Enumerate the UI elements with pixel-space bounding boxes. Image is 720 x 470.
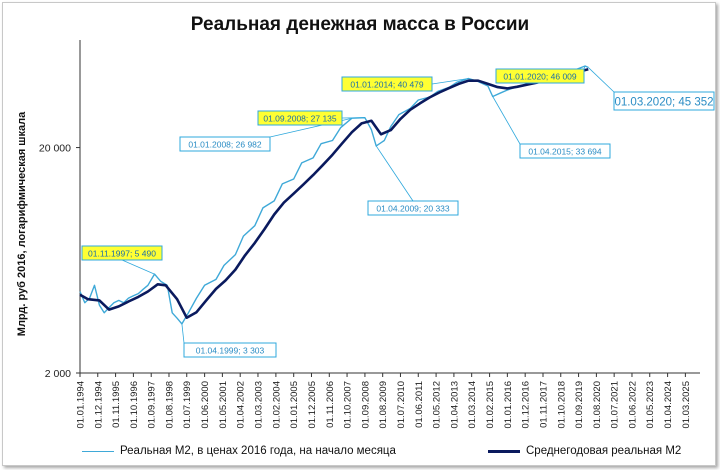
x-tick-label: 01.02.2015 xyxy=(485,381,496,429)
legend-item-monthly: Реальная М2, в ценах 2016 года, на начал… xyxy=(82,445,396,457)
x-tick-label: 01.01.2005 xyxy=(289,381,300,429)
annotation-leader xyxy=(492,96,521,145)
annotation-box xyxy=(367,200,459,216)
annotation-label: 01.03.2020; 45 352 xyxy=(614,97,713,109)
annotation-box xyxy=(257,110,343,126)
x-tick-label: 01.01.2016 xyxy=(503,381,514,429)
x-tick-label: 01.09.2008 xyxy=(360,381,371,429)
x-tick-label: 01.10.2018 xyxy=(556,381,567,429)
x-tick-label: 01.03.2025 xyxy=(681,381,692,429)
annotation-label: 01.04.2015; 33 694 xyxy=(528,147,602,157)
x-tick-label: 01.12.2016 xyxy=(521,381,532,429)
x-tick-label: 01.11.2006 xyxy=(325,381,336,428)
x-tick-label: 01.07.2010 xyxy=(396,381,407,429)
x-tick-label: 01.05.2012 xyxy=(432,381,443,429)
y-tick-label: 20 000 xyxy=(39,143,71,155)
chart-title: Реальная денежная масса в России xyxy=(190,14,530,35)
annotation-label: 01.01.2008; 26 982 xyxy=(188,140,262,150)
annotation-label: 01.01.2014; 40 479 xyxy=(350,80,424,90)
x-tick-label: 01.05.2001 xyxy=(218,381,229,429)
x-tick-label: 01.04.2002 xyxy=(236,381,247,429)
annotation-box xyxy=(519,143,611,159)
annotation-leader xyxy=(431,78,469,85)
annotation-label: 01.01.2020; 46 009 xyxy=(503,72,577,82)
x-tick-label: 01.09.2019 xyxy=(574,381,585,429)
annotation-box xyxy=(179,136,271,152)
series-line-annual xyxy=(79,68,589,320)
annotation-label: 01.04.1999; 3 303 xyxy=(196,346,265,356)
x-tick-label: 01.08.2009 xyxy=(378,381,389,429)
annotation-box xyxy=(613,91,715,111)
annotation-box xyxy=(495,68,585,84)
x-tick-label: 01.03.2014 xyxy=(467,381,478,429)
legend-swatch-monthly xyxy=(82,450,114,452)
x-tick-label: 01.12.1994 xyxy=(93,381,104,429)
x-tick-label: 01.03.2003 xyxy=(253,381,264,429)
legend-label-monthly: Реальная М2, в ценах 2016 года, на начал… xyxy=(120,445,396,457)
x-tick-label: 01.02.2004 xyxy=(271,381,282,429)
y-tick-label: 2 000 xyxy=(45,368,71,380)
annotation-box xyxy=(341,76,433,92)
annotation-box xyxy=(183,342,277,358)
annotation-leader xyxy=(121,259,155,275)
series-line-monthly xyxy=(79,65,589,325)
x-tick-label: 01.05.2023 xyxy=(645,381,656,429)
x-tick-label: 01.11.1995 xyxy=(111,381,122,428)
x-tick-label: 01.12.2005 xyxy=(307,381,318,429)
x-tick-label: 01.06.2022 xyxy=(627,381,638,429)
legend-item-annual: Среднегодовая реальная М2 xyxy=(488,445,681,457)
x-tick-label: 01.04.2024 xyxy=(663,381,674,429)
x-tick-label: 01.08.2020 xyxy=(592,381,603,429)
legend: Реальная М2, в ценах 2016 года, на начал… xyxy=(60,445,720,463)
x-tick-label: 01.06.2011 xyxy=(414,381,425,428)
x-tick-label: 01.10.1996 xyxy=(129,381,140,429)
x-tick-label: 01.11.2017 xyxy=(538,381,549,428)
annotation-label: 01.04.2009; 20 333 xyxy=(376,204,450,214)
annotation-label: 01.09.2008; 27 135 xyxy=(263,114,337,124)
legend-swatch-annual xyxy=(488,449,520,453)
x-tick-label: 01.07.1999 xyxy=(182,381,193,429)
x-tick-label: 01.07.2021 xyxy=(610,381,621,429)
x-tick-label: 01.01.1994 xyxy=(76,381,87,429)
x-tick-label: 01.04.2013 xyxy=(449,381,460,429)
x-tick-label: 01.08.1998 xyxy=(164,381,175,429)
annotation-label: 01.11.1997; 5 490 xyxy=(88,249,156,259)
annotation-leader xyxy=(583,65,586,70)
x-tick-label: 01.06.2000 xyxy=(200,381,211,429)
legend-label-annual: Среднегодовая реальная М2 xyxy=(526,445,682,457)
x-tick-label: 01.10.2007 xyxy=(343,381,354,429)
annotation-leader xyxy=(587,67,615,93)
annotation-leader xyxy=(181,323,185,344)
annotation-leader xyxy=(375,145,414,202)
x-tick-label: 01.09.1997 xyxy=(147,381,158,429)
annotation-box xyxy=(81,245,163,261)
